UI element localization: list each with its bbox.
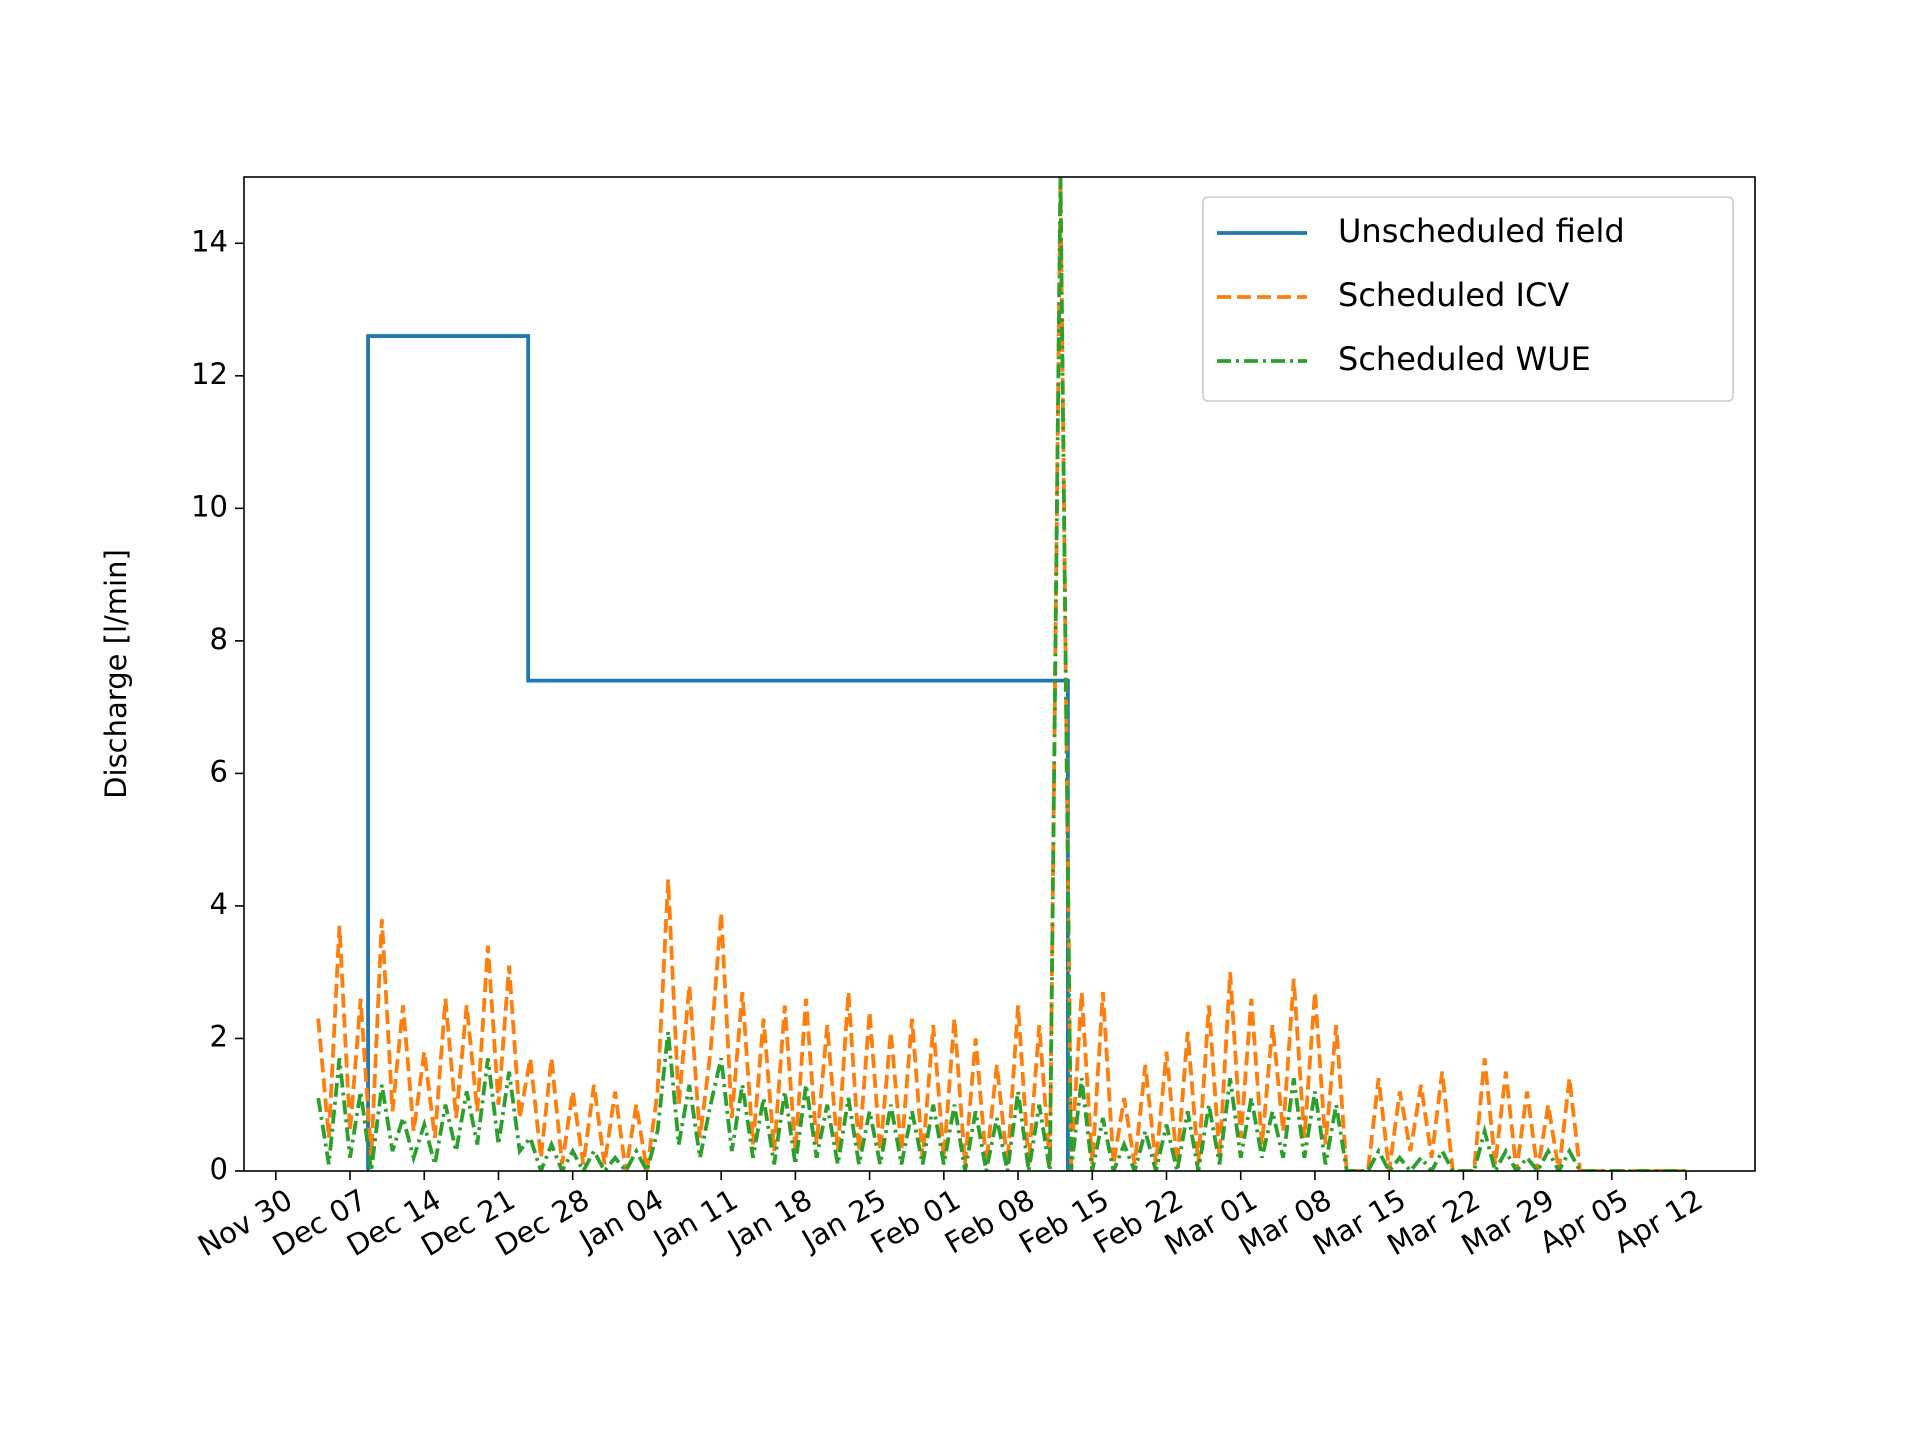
y-tick-label: 6	[210, 754, 228, 788]
legend-label: Scheduled ICV	[1338, 276, 1569, 314]
legend-label: Scheduled WUE	[1338, 340, 1591, 378]
series-line	[316, 177, 1687, 1171]
y-axis-label: Discharge [l/min]	[99, 549, 133, 799]
plot-frame	[243, 176, 1756, 1172]
y-tick-label: 10	[191, 489, 228, 523]
y-tick-label: 14	[191, 224, 228, 258]
legend-label: Unscheduled field	[1338, 212, 1625, 250]
y-tick-label: 0	[210, 1152, 228, 1186]
y-tick-label: 2	[210, 1019, 228, 1053]
y-tick-label: 4	[210, 887, 228, 921]
y-tick-label: 12	[191, 357, 228, 391]
legend-box	[1202, 196, 1734, 402]
y-tick-label: 8	[210, 622, 228, 656]
series-line	[316, 177, 1687, 1171]
plot-area	[316, 177, 1687, 1171]
legend: Unscheduled field Scheduled ICV Scheduled …	[1202, 196, 1734, 402]
